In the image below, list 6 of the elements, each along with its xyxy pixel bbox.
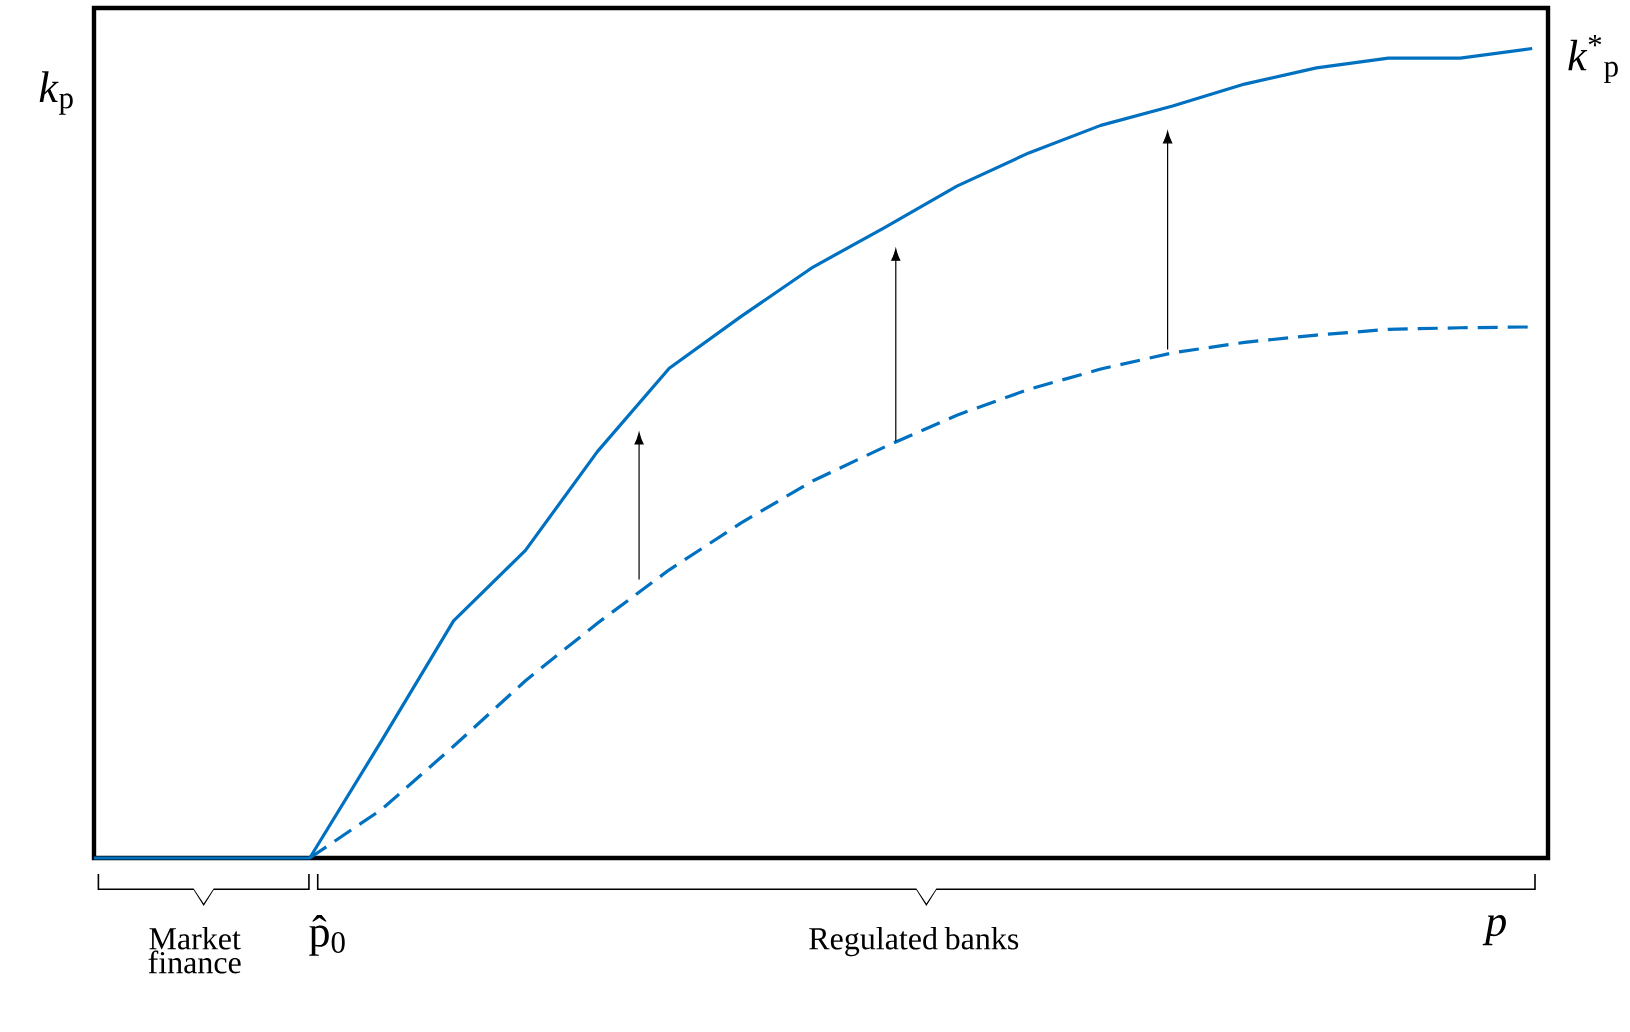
text: Market finance <box>148 927 241 974</box>
x-axis-title: p <box>1482 915 1506 946</box>
y-axis-title: k$_{p}$ <box>39 71 73 115</box>
y2-axis-title: k$^{*}$p <box>1568 35 1618 83</box>
text: p̂$_{0}$ <box>309 915 345 956</box>
text: Regulated banks <box>809 927 1019 957</box>
